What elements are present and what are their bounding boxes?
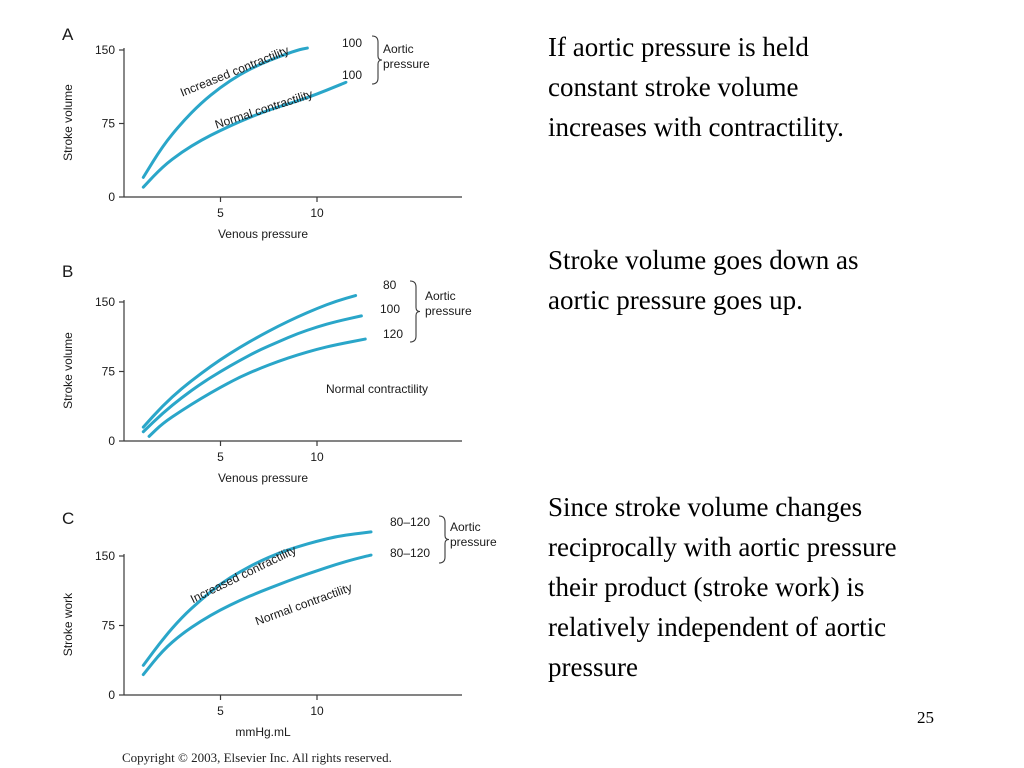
brace-bracket [409,280,421,343]
x-axis-title: Venous pressure [218,227,308,241]
series-end-label: 80–120 [390,515,430,529]
series-line-3-2 [141,553,373,677]
x-tick-label: 10 [310,450,324,464]
y-tick-label: 75 [102,365,116,379]
series-line-2-2 [141,314,363,434]
x-tick-label: 5 [217,704,224,718]
y-tick-label: 0 [108,190,115,204]
series-line-3-1 [141,530,373,667]
y-tick-label: 150 [95,549,115,563]
panel-letter: A [62,25,74,44]
y-tick-label: 150 [95,295,115,309]
curve-name-label: Increased contractility [178,43,291,99]
y-tick-label: 150 [95,43,115,57]
panel-annotation: Normal contractility [326,382,428,396]
explanation-text-2: Stroke volume goes down as aortic pressu… [548,245,859,315]
y-axis-title: Stroke volume [61,84,75,161]
x-axis-title: mmHg.mL [235,725,291,739]
series-line-1-1 [141,46,309,179]
curve-name-label: Increased contractility [188,543,298,606]
series-end-label: 100 [342,36,362,50]
series-line-2-3 [147,337,367,438]
y-tick-label: 0 [108,434,115,448]
series-end-label: 100 [342,68,362,82]
brace-bracket [438,515,450,564]
x-tick-label: 10 [310,206,324,220]
x-tick-label: 5 [217,450,224,464]
group-label: Aortic [450,520,481,534]
group-label: pressure [425,304,472,318]
x-tick-label: 5 [217,206,224,220]
y-tick-label: 75 [102,117,116,131]
group-label: pressure [383,57,430,71]
panel-letter: B [62,262,73,281]
group-label: Aortic [425,289,456,303]
curve-name-label: Normal contractility [213,87,314,132]
explanation-text-3: Since stroke volume changes reciprocally… [548,492,897,682]
group-label: Aortic [383,42,414,56]
group-label: pressure [450,535,497,549]
series-end-label: 80–120 [390,546,430,560]
panel-letter: C [62,509,74,528]
y-tick-label: 75 [102,619,116,633]
y-tick-label: 0 [108,688,115,702]
copyright-notice: Copyright © 2003, Elsevier Inc. All righ… [122,750,392,765]
page-number: 25 [917,708,934,727]
series-end-label: 100 [380,302,400,316]
series-end-label: 80 [383,278,397,292]
x-tick-label: 10 [310,704,324,718]
x-axis-title: Venous pressure [218,471,308,485]
series-line-1-2 [141,80,348,189]
brace-bracket [371,35,383,85]
y-axis-title: Stroke work [61,592,75,656]
series-end-label: 120 [383,327,403,341]
series-line-2-1 [141,294,358,429]
explanation-text-1: If aortic pressure is held constant stro… [548,32,844,142]
y-axis-title: Stroke volume [61,332,75,409]
